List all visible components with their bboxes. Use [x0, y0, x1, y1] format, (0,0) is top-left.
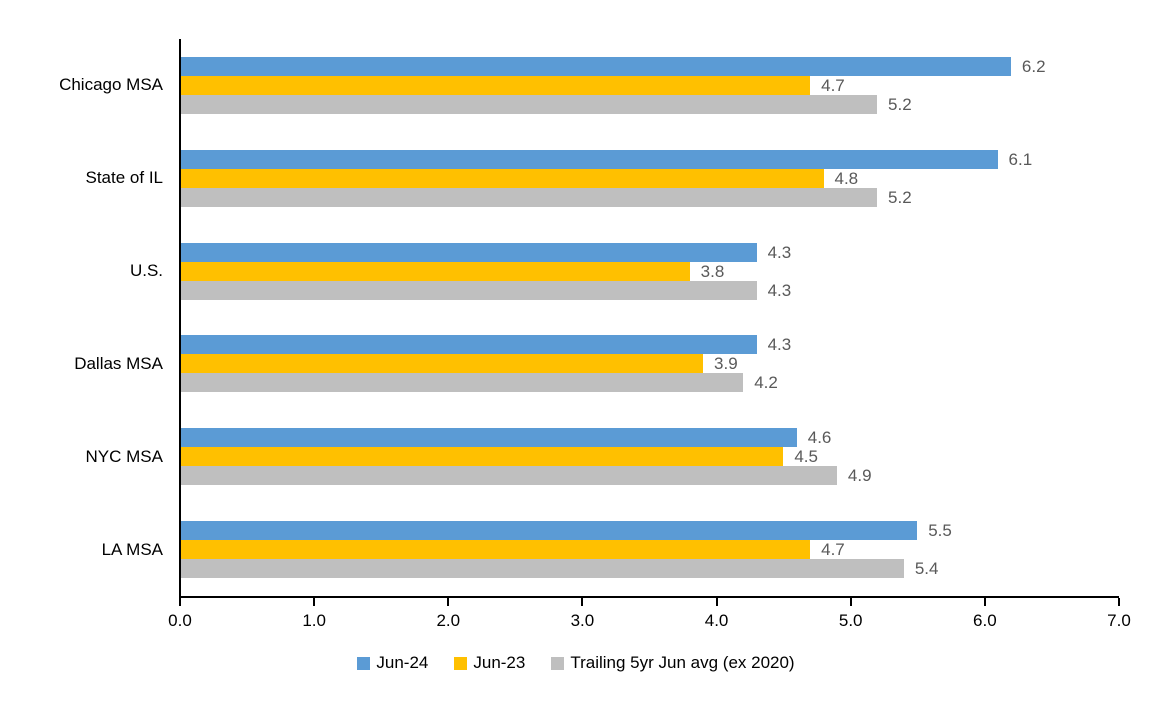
x-tick — [447, 598, 450, 606]
bar-line: 4.9 — [181, 466, 1118, 486]
bar-line: 4.8 — [181, 168, 1118, 188]
bar-value-label: 4.3 — [767, 335, 792, 355]
legend-label: Jun-24 — [376, 653, 429, 672]
legend-swatch-icon — [551, 656, 565, 670]
x-tick — [581, 598, 584, 606]
bar-line: 4.3 — [181, 242, 1118, 262]
bar-trailing-5yr-jun-avg-ex-2020-chicago-msa — [181, 94, 878, 114]
category-label-dallas-msa: Dallas MSA — [74, 353, 163, 373]
x-axis-line — [179, 596, 1119, 598]
bar-value-label: 5.4 — [914, 559, 939, 579]
bar-jun-23-nyc-msa — [181, 447, 784, 467]
x-tick — [715, 598, 718, 606]
bar-line: 5.2 — [181, 187, 1118, 207]
bar-group-chicago-msa: 6.2 4.7 5.2 — [181, 39, 1118, 132]
x-tick — [849, 598, 852, 606]
category-label-nyc-msa: NYC MSA — [85, 446, 163, 466]
bar-value-label: 6.1 — [1008, 149, 1033, 169]
category-label-state-of-il: State of IL — [85, 168, 164, 188]
x-tick-label: 2.0 — [436, 611, 461, 630]
bar-jun-24-la-msa — [181, 521, 918, 541]
bar-jun-24-u-s — [181, 242, 757, 262]
bar-group-u-s: 4.3 3.8 4.3 — [181, 225, 1118, 318]
bar-value-label: 4.3 — [767, 280, 792, 300]
bar-line: 6.2 — [181, 56, 1118, 76]
x-tick — [179, 598, 181, 606]
bar-value-label: 5.2 — [888, 187, 912, 207]
bar-line: 4.2 — [181, 373, 1118, 393]
legend-swatch-icon — [454, 656, 468, 670]
bar-jun-23-la-msa — [181, 540, 811, 560]
bar-trailing-5yr-jun-avg-ex-2020-nyc-msa — [181, 466, 837, 486]
x-tick — [1118, 598, 1120, 606]
bar-group-state-of-il: 6.1 4.8 5.2 — [181, 132, 1118, 225]
bar-line: 4.3 — [181, 280, 1118, 300]
bar-value-label: 4.6 — [807, 428, 832, 448]
bar-group-nyc-msa: 4.6 4.5 4.9 — [181, 410, 1118, 503]
bar-line: 4.3 — [181, 335, 1118, 355]
bar-trailing-5yr-jun-avg-ex-2020-la-msa — [181, 559, 904, 579]
bar-line: 6.1 — [181, 149, 1118, 169]
bar-line: 3.9 — [181, 354, 1118, 374]
bar-value-label: 4.7 — [821, 540, 845, 560]
category-label-u-s: U.S. — [129, 261, 163, 281]
bar-jun-24-state-of-il — [181, 149, 998, 169]
bar-trailing-5yr-jun-avg-ex-2020-state-of-il — [181, 187, 878, 207]
bar-jun-23-chicago-msa — [181, 75, 811, 95]
bar-line: 4.6 — [181, 428, 1118, 448]
category-label-chicago-msa: Chicago MSA — [59, 75, 163, 95]
bar-trailing-5yr-jun-avg-ex-2020-u-s — [181, 280, 757, 300]
bar-value-label: 4.9 — [847, 466, 872, 486]
bar-value-label: 6.2 — [1021, 56, 1046, 76]
bar-line: 5.2 — [181, 94, 1118, 114]
bar-group-la-msa: 5.5 4.7 5.4 — [181, 503, 1118, 596]
bar-jun-24-nyc-msa — [181, 428, 797, 448]
legend-swatch-icon — [357, 656, 371, 670]
legend-item-jun-23: Jun-23 — [454, 653, 525, 673]
bar-line: 4.7 — [181, 540, 1118, 560]
x-tick-label: 6.0 — [973, 611, 997, 630]
x-tick-label: 7.0 — [1107, 611, 1131, 630]
bar-line: 3.8 — [181, 261, 1118, 281]
bar-value-label: 4.3 — [767, 242, 792, 262]
legend-label: Trailing 5yr Jun avg (ex 2020) — [570, 653, 795, 672]
x-tick — [983, 598, 986, 606]
bar-line: 5.5 — [181, 521, 1118, 541]
bar-line: 4.5 — [181, 447, 1118, 467]
bar-jun-23-u-s — [181, 261, 690, 281]
x-tick-label: 5.0 — [838, 611, 863, 630]
bar-jun-24-dallas-msa — [181, 335, 757, 355]
bar-value-label: 4.8 — [834, 168, 859, 188]
x-tick-label: 3.0 — [570, 611, 595, 630]
bar-value-label: 4.5 — [794, 447, 818, 467]
y-axis-line — [179, 39, 181, 598]
plot-area: 6.2 4.7 5.2 6.1 4.8 5.2 4.3 3.8 4.3 4.3 3.9 4.2 4.6 4… — [181, 39, 1118, 596]
bar-jun-23-dallas-msa — [181, 354, 704, 374]
bar-value-label: 3.9 — [714, 354, 738, 374]
bar-value-label: 5.5 — [928, 521, 952, 541]
x-tick-label: 4.0 — [704, 611, 729, 630]
x-tick-label: 1.0 — [302, 611, 326, 630]
bar-jun-24-chicago-msa — [181, 56, 1011, 76]
bar-value-label: 3.8 — [700, 261, 725, 281]
bar-trailing-5yr-jun-avg-ex-2020-dallas-msa — [181, 373, 744, 393]
bar-value-label: 4.2 — [754, 373, 778, 393]
bar-value-label: 5.2 — [888, 94, 912, 114]
legend-item-jun-24: Jun-24 — [357, 653, 428, 673]
x-tick-label: 0.0 — [168, 611, 192, 630]
category-label-la-msa: LA MSA — [101, 539, 163, 559]
legend-label: Jun-23 — [473, 653, 526, 672]
bar-line: 5.4 — [181, 559, 1118, 579]
bar-jun-23-state-of-il — [181, 168, 824, 188]
x-tick — [313, 598, 316, 606]
legend: Jun-24 Jun-23 Trailing 5yr Jun avg (ex 202… — [0, 653, 1152, 673]
bar-line: 4.7 — [181, 75, 1118, 95]
bar-group-dallas-msa: 4.3 3.9 4.2 — [181, 318, 1118, 411]
bar-value-label: 4.7 — [821, 75, 845, 95]
legend-item-trailing-5yr-jun-avg-ex-2020: Trailing 5yr Jun avg (ex 2020) — [551, 653, 795, 673]
